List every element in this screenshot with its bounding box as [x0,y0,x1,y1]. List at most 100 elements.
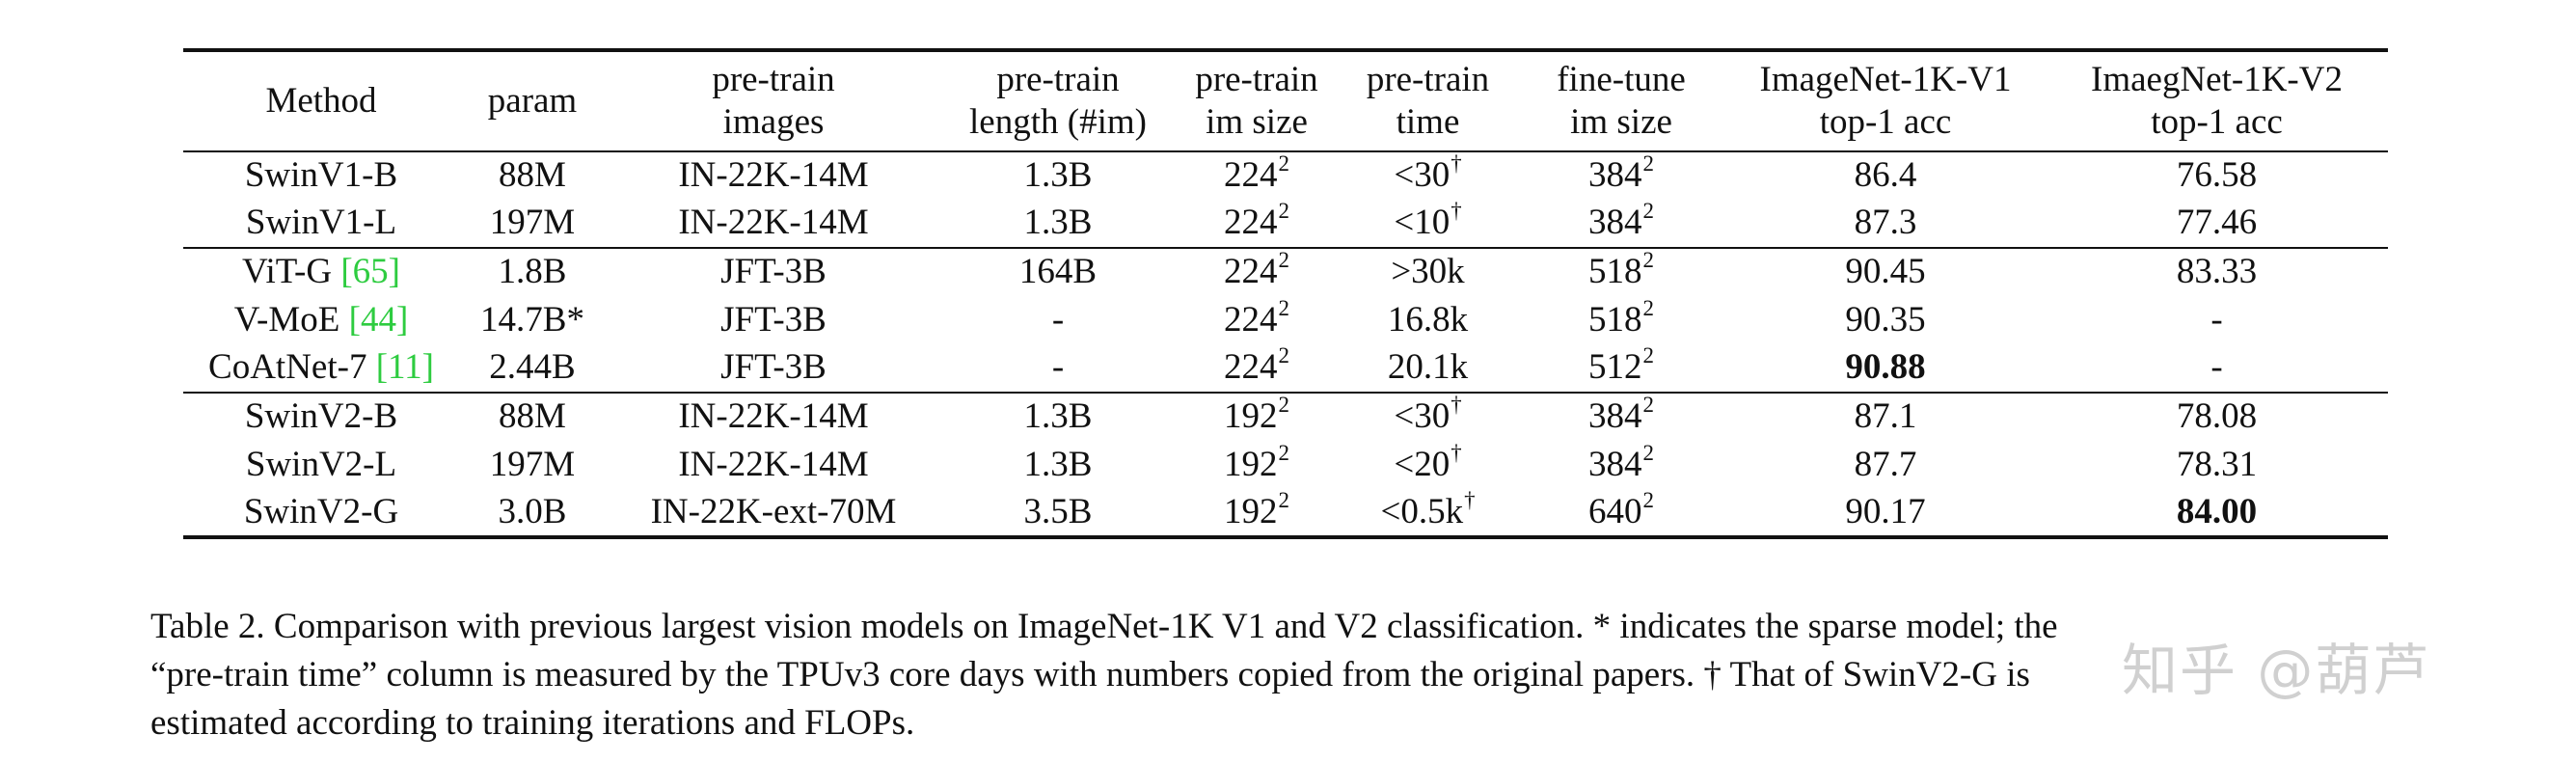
citation-link: [44] [348,299,409,340]
cell-pretrain-im-size: 1922 [1175,489,1339,537]
cell-imagenet-v1-acc: 90.88 [1845,347,1926,388]
column-header-line: length (#im) [969,102,1147,142]
cell-pretrain-images: IN-22K-14M [678,444,869,484]
im-size-exponent: 2 [1278,344,1289,368]
cell-param: 197M [489,444,576,484]
column-header: pre-train images [606,50,941,151]
citation-link: [65] [340,252,400,292]
im-size-exponent: 2 [1642,489,1654,512]
cell-imagenet-v1-acc: 87.7 [1854,444,1917,484]
cell-pretrain-im-size: 1922 [1175,393,1339,441]
cell-pretrain-time: <20† [1339,441,1517,489]
dagger-mark: † [1451,200,1462,224]
cell-imagenet-v2-acc: 76.58 [2176,155,2258,196]
cell-pretrain-im-size: 2242 [1175,248,1339,296]
cell-imagenet-v1-acc: 86.4 [1854,155,1917,196]
method-name: CoAtNet-7 [208,347,376,388]
im-size-base: 224 [1224,299,1278,340]
dagger-mark: † [1451,441,1462,465]
cell-pretrain-images: IN-22K-14M [678,203,869,243]
cell-param: 3.0B [498,491,567,531]
table-row: SwinV1-B 88M IN-22K-14M 1.3B 2242 <30† 3842 86.… [183,151,2388,200]
cell-method: CoAtNet-7 [11] [183,344,459,393]
dagger-mark: † [1451,151,1462,177]
column-header-line: pre-train [996,59,1120,99]
cell-pretrain-images: IN-22K-14M [678,155,869,196]
column-header-line: images [722,102,825,142]
column-header: param [459,50,606,151]
im-size-base: 384 [1588,155,1642,196]
watermark: 知乎 @葫芦 [2122,638,2431,703]
table-group-swinv2: SwinV2-B 88M IN-22K-14M 1.3B 1922 <30† 3842 87.… [183,393,2388,537]
column-header-line: Method [265,80,377,121]
cell-pretrain-length: 1.3B [1023,155,1093,196]
column-header-line: ImaegNet-1K-V2 [2091,59,2343,99]
table-header: Method param pre-train images pre-train lengt… [183,50,2388,151]
im-size-base: 192 [1224,491,1278,531]
cell-pretrain-time: >30k [1339,248,1517,296]
im-size-base: 192 [1224,396,1278,437]
pretrain-time-value: <20 [1394,444,1451,484]
cell-pretrain-length: 3.5B [1023,491,1093,531]
im-size-exponent: 2 [1642,296,1654,320]
cell-finetune-im-size: 3842 [1517,200,1725,248]
column-header: Method [183,50,459,151]
im-size-exponent: 2 [1642,393,1654,418]
im-size-exponent: 2 [1642,200,1654,224]
im-size-exponent: 2 [1642,151,1654,177]
method-name: ViT-G [242,252,341,292]
column-header-line: ImageNet-1K-V1 [1759,59,2012,99]
cell-pretrain-time: 16.8k [1339,296,1517,344]
cell-pretrain-im-size: 2242 [1175,151,1339,200]
table-group-prior-models: ViT-G [65] 1.8B JFT-3B 164B 2242 >30k 5182 90.4… [183,248,2388,393]
citation-link: [11] [375,347,434,388]
column-header: ImaegNet-1K-V2 top-1 acc [2046,50,2388,151]
cell-method: SwinV1-L [183,200,459,248]
pretrain-time-value: <30 [1394,155,1451,196]
cell-pretrain-length: - [1051,347,1065,388]
method-name: SwinV2-G [243,491,399,531]
cell-method: SwinV2-L [183,441,459,489]
im-size-base: 224 [1224,252,1278,292]
im-size-exponent: 2 [1278,296,1289,320]
im-size-exponent: 2 [1642,248,1654,273]
cell-pretrain-images: JFT-3B [720,299,827,340]
im-size-base: 224 [1224,347,1278,388]
cell-finetune-im-size: 3842 [1517,441,1725,489]
caption-line: “pre-train time” column is measured by t… [150,655,2030,694]
cell-method: ViT-G [65] [183,248,459,296]
cell-pretrain-length: 1.3B [1023,396,1093,437]
table-row: SwinV2-B 88M IN-22K-14M 1.3B 1922 <30† 3842 87.… [183,393,2388,441]
cell-imagenet-v2-acc: 77.46 [2176,203,2258,243]
cell-imagenet-v1-acc: 87.1 [1854,396,1917,437]
cell-method: SwinV2-B [183,393,459,441]
pretrain-time-value: 16.8k [1387,299,1469,340]
method-name: SwinV2-B [244,396,398,437]
method-name: SwinV1-L [245,203,397,243]
comparison-table: Method param pre-train images pre-train lengt… [183,48,2388,539]
cell-pretrain-time: <30† [1339,393,1517,441]
table-row: SwinV2-G 3.0B IN-22K-ext-70M 3.5B 1922 <0.5k†… [183,489,2388,537]
cell-param: 1.8B [498,252,567,292]
table-row: ViT-G [65] 1.8B JFT-3B 164B 2242 >30k 5182 90.4… [183,248,2388,296]
cell-pretrain-length: - [1051,299,1065,340]
cell-method: V-MoE [44] [183,296,459,344]
im-size-base: 518 [1588,299,1642,340]
cell-pretrain-time: 20.1k [1339,344,1517,393]
column-header-line: top-1 acc [1819,102,1952,142]
im-size-exponent: 2 [1278,200,1289,224]
cell-pretrain-im-size: 1922 [1175,441,1339,489]
pretrain-time-value: <30 [1394,396,1451,437]
cell-pretrain-length: 1.3B [1023,444,1093,484]
cell-imagenet-v2-acc: 78.31 [2176,444,2258,484]
im-size-exponent: 2 [1278,151,1289,177]
cell-pretrain-images: IN-22K-ext-70M [650,491,897,531]
table-header-row: Method param pre-train images pre-train lengt… [183,50,2388,151]
column-header: ImageNet-1K-V1 top-1 acc [1725,50,2046,151]
im-size-base: 192 [1224,444,1278,484]
cell-method: SwinV2-G [183,489,459,537]
im-size-base: 384 [1588,444,1642,484]
column-header-line: fine-tune [1557,59,1686,99]
pretrain-time-value: >30k [1391,252,1465,292]
